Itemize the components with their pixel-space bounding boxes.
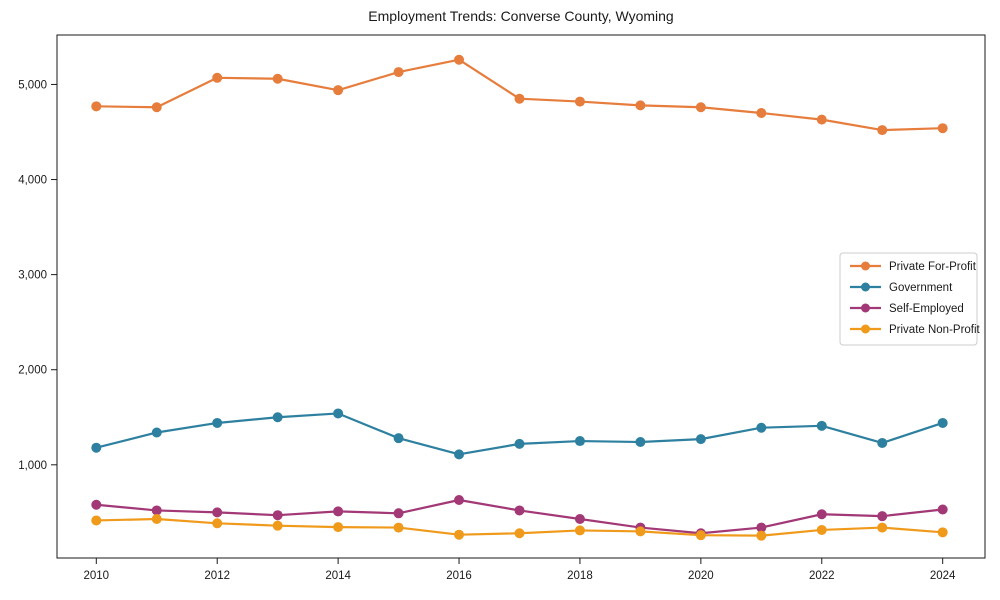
data-point-private-non-profit-2011: [151, 514, 162, 525]
data-point-private-for-profit-2022: [816, 114, 827, 125]
data-point-government-2014: [333, 408, 344, 419]
y-axis-tick-label: 3,000: [18, 270, 47, 282]
data-point-private-non-profit-2018: [574, 525, 585, 536]
legend-marker-dot-government: [861, 282, 870, 292]
data-point-private-for-profit-2021: [756, 107, 767, 118]
data-point-government-2011: [151, 427, 162, 438]
data-point-private-non-profit-2024: [937, 527, 948, 538]
x-axis-tick-label: 2010: [83, 570, 109, 582]
x-axis-tick-label: 2020: [688, 570, 714, 582]
data-point-private-for-profit-2024: [937, 123, 948, 134]
data-point-private-for-profit-2014: [333, 85, 344, 96]
data-point-private-non-profit-2013: [272, 520, 283, 531]
data-point-private-non-profit-2023: [877, 522, 888, 533]
data-point-private-for-profit-2017: [514, 93, 525, 104]
data-point-self-employed-2010: [91, 499, 102, 510]
y-axis-tick-label: 4,000: [18, 175, 47, 187]
x-axis-tick-label: 2018: [567, 570, 593, 582]
legend-marker-dot-self-employed: [861, 303, 870, 313]
x-axis-tick-label: 2022: [809, 570, 835, 582]
data-point-private-non-profit-2017: [514, 528, 525, 539]
data-point-private-for-profit-2023: [877, 125, 888, 136]
data-point-private-for-profit-2010: [91, 101, 102, 112]
data-point-private-for-profit-2020: [695, 102, 706, 113]
data-point-government-2013: [272, 412, 283, 423]
data-point-self-employed-2018: [574, 514, 585, 525]
data-point-private-non-profit-2019: [635, 526, 646, 537]
legend-marker-dot-private-non-profit: [861, 324, 870, 334]
data-point-private-for-profit-2015: [393, 67, 404, 78]
data-point-self-employed-2011: [151, 505, 162, 516]
data-point-government-2015: [393, 433, 404, 444]
data-point-private-non-profit-2016: [454, 529, 465, 540]
data-point-self-employed-2021: [756, 522, 767, 533]
legend-marker-dot-private-for-profit: [861, 261, 870, 271]
data-point-self-employed-2017: [514, 505, 525, 516]
data-point-private-non-profit-2015: [393, 522, 404, 533]
data-point-private-non-profit-2022: [816, 524, 827, 535]
x-axis-tick-label: 2014: [325, 570, 351, 582]
data-point-private-non-profit-2021: [756, 530, 767, 541]
data-point-self-employed-2022: [816, 509, 827, 520]
legend-label-private-for-profit: Private For-Profit: [889, 261, 977, 273]
x-axis-tick-label: 2012: [204, 570, 230, 582]
y-axis-tick-label: 1,000: [18, 460, 47, 472]
data-point-private-for-profit-2016: [454, 54, 465, 65]
data-point-government-2020: [695, 434, 706, 445]
x-axis-tick-label: 2016: [446, 570, 472, 582]
data-point-government-2012: [212, 417, 223, 428]
plot-border: [56, 34, 986, 559]
legend-box: [839, 252, 978, 346]
data-point-self-employed-2023: [877, 511, 888, 522]
data-point-self-employed-2024: [937, 504, 948, 515]
x-axis-tick-label: 2024: [930, 570, 956, 582]
data-point-self-employed-2013: [272, 510, 283, 521]
legend-label-government: Government: [889, 282, 953, 294]
data-point-self-employed-2015: [393, 508, 404, 519]
data-point-self-employed-2014: [333, 506, 344, 517]
data-point-private-for-profit-2018: [574, 96, 585, 107]
data-point-private-for-profit-2011: [151, 102, 162, 113]
data-point-government-2018: [574, 436, 585, 447]
data-point-private-non-profit-2020: [695, 530, 706, 541]
chart-title: Employment Trends: Converse County, Wyom…: [368, 8, 673, 24]
data-point-government-2024: [937, 417, 948, 428]
data-point-government-2021: [756, 422, 767, 433]
data-point-private-for-profit-2012: [212, 72, 223, 83]
data-point-private-for-profit-2019: [635, 100, 646, 111]
data-point-government-2010: [91, 442, 102, 453]
legend-label-private-non-profit: Private Non-Profit: [889, 324, 981, 336]
legend-label-self-employed: Self-Employed: [889, 303, 964, 315]
data-point-private-for-profit-2013: [272, 73, 283, 84]
data-point-self-employed-2012: [212, 507, 223, 518]
data-point-government-2019: [635, 436, 646, 447]
data-point-private-non-profit-2010: [91, 515, 102, 526]
data-point-self-employed-2016: [454, 494, 465, 505]
data-point-private-non-profit-2012: [212, 518, 223, 529]
y-axis-tick-label: 2,000: [18, 365, 47, 377]
data-point-government-2017: [514, 438, 525, 449]
data-point-government-2022: [816, 420, 827, 431]
data-point-government-2016: [454, 449, 465, 460]
data-point-government-2023: [877, 437, 888, 448]
data-point-private-non-profit-2014: [333, 522, 344, 533]
y-axis-tick-label: 5,000: [18, 79, 47, 91]
